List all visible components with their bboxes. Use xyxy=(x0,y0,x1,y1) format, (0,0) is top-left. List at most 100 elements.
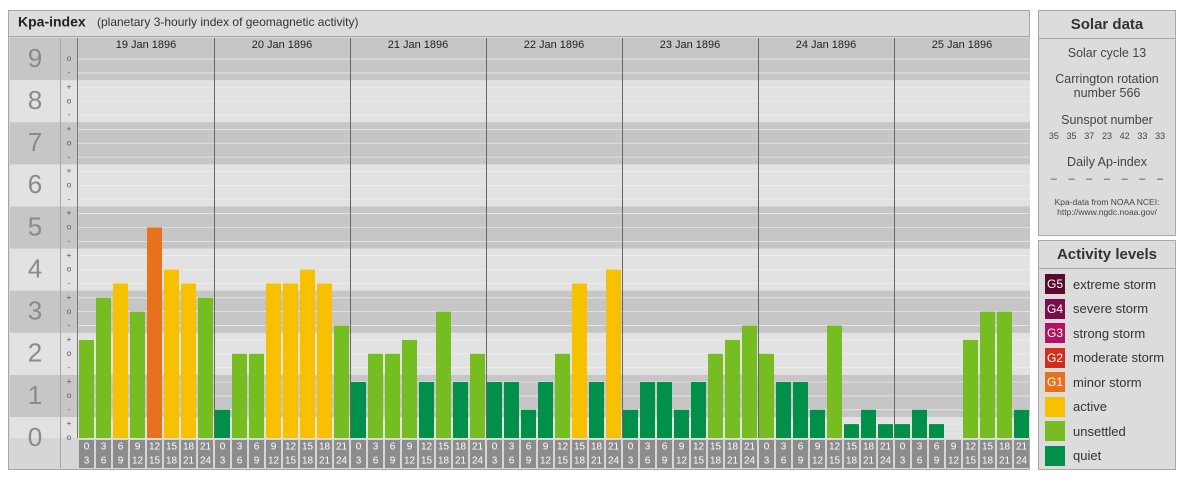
bar xyxy=(708,353,723,438)
x-tick-label: 9 xyxy=(526,456,532,467)
bar xyxy=(657,382,672,438)
x-tick-label: 0 xyxy=(84,442,90,453)
bar xyxy=(96,297,111,438)
y-tick-label: 8 xyxy=(28,85,42,115)
x-tick-label: 21 xyxy=(999,456,1011,467)
x-tick-label: 21 xyxy=(1016,442,1028,453)
legend-item: quiet xyxy=(1039,444,1175,469)
x-tick-cell xyxy=(113,440,128,468)
bar xyxy=(147,227,162,438)
legend: G5 extreme storm G4 severe storm G3 strong st… xyxy=(1039,269,1175,468)
bar xyxy=(861,409,876,438)
x-tick-label: 18 xyxy=(574,456,586,467)
x-tick-cell xyxy=(827,440,842,468)
x-tick-cell xyxy=(640,440,655,468)
legend-label: extreme storm xyxy=(1073,276,1157,292)
x-tick-label: 3 xyxy=(509,442,515,453)
x-tick-label: 9 xyxy=(118,456,124,467)
bar xyxy=(844,424,859,438)
bar xyxy=(283,283,298,438)
bar xyxy=(385,353,400,438)
x-tick-label: 18 xyxy=(302,456,314,467)
x-tick-label: 3 xyxy=(917,442,923,453)
bar xyxy=(232,353,247,438)
ap-value: – xyxy=(1139,173,1146,185)
legend-swatch: G4 xyxy=(1045,298,1065,319)
x-tick-label: 12 xyxy=(812,456,824,467)
legend-label: strong storm xyxy=(1073,325,1146,341)
x-tick-cell xyxy=(725,440,740,468)
x-tick-cell xyxy=(232,440,247,468)
x-tick-label: 18 xyxy=(982,456,994,467)
bar xyxy=(997,311,1012,438)
minor-tick-label: - xyxy=(68,68,71,77)
x-tick-label: 6 xyxy=(509,456,515,467)
x-tick-label: 12 xyxy=(693,442,705,453)
x-tick-cell xyxy=(96,440,111,468)
minor-tick-label: - xyxy=(68,321,71,330)
x-tick-cell xyxy=(759,440,774,468)
legend-item: G2 moderate storm xyxy=(1039,346,1175,371)
legend-item: G1 minor storm xyxy=(1039,370,1175,395)
legend-swatch xyxy=(1045,421,1065,442)
x-tick-cell xyxy=(844,440,859,468)
minor-tick-label: - xyxy=(68,110,71,119)
x-tick-label: 18 xyxy=(438,456,450,467)
bar xyxy=(555,353,570,438)
x-tick-cell xyxy=(470,440,485,468)
minor-tick-label: o xyxy=(67,433,72,442)
x-tick-cell xyxy=(79,440,94,468)
x-tick-label: 15 xyxy=(421,456,433,467)
x-tick-label: 3 xyxy=(356,456,362,467)
chart-title: Kpa-index xyxy=(18,14,86,30)
x-tick-cell xyxy=(436,440,451,468)
x-tick-cell xyxy=(487,440,502,468)
x-tick-cell xyxy=(708,440,723,468)
x-tick-label: 21 xyxy=(880,442,892,453)
x-tick-label: 15 xyxy=(302,442,314,453)
ap-value: – xyxy=(1103,173,1111,185)
x-tick-cell xyxy=(181,440,196,468)
x-tick-cell xyxy=(810,440,825,468)
minor-tick-label: - xyxy=(68,363,71,372)
day-label: 19 Jan 1896 xyxy=(116,39,177,51)
legend-item: G4 severe storm xyxy=(1039,297,1175,322)
x-tick-label: 15 xyxy=(149,456,161,467)
x-tick-label: 6 xyxy=(390,442,396,453)
x-tick-label: 12 xyxy=(132,456,144,467)
x-tick-label: 3 xyxy=(628,456,634,467)
bar xyxy=(912,409,927,438)
x-tick-label: 6 xyxy=(934,442,940,453)
x-tick-label: 6 xyxy=(917,456,923,467)
x-tick-cell xyxy=(198,440,213,468)
bar xyxy=(827,325,842,438)
x-tick-cell xyxy=(980,440,995,468)
x-tick-label: 15 xyxy=(438,442,450,453)
bar xyxy=(980,311,995,438)
x-tick-cell xyxy=(589,440,604,468)
x-tick-label: 6 xyxy=(101,456,107,467)
sunspot-value: 37 xyxy=(1084,131,1095,141)
day-label: 23 Jan 1896 xyxy=(660,39,721,51)
bar xyxy=(334,325,349,438)
x-tick-label: 9 xyxy=(815,442,821,453)
x-tick-label: 9 xyxy=(679,442,685,453)
minor-tick-label: o xyxy=(67,180,72,189)
bar xyxy=(742,325,757,438)
x-tick-label: 9 xyxy=(135,442,141,453)
y-tick-label: 6 xyxy=(28,169,42,199)
x-tick-label: 24 xyxy=(880,456,892,467)
bar xyxy=(351,382,366,438)
x-tick-label: 12 xyxy=(285,442,297,453)
solar-data-panel: Solar data Solar cycle 13 Carrington rot… xyxy=(1038,10,1176,236)
sunspot-title: Sunspot number xyxy=(1061,113,1153,127)
x-tick-cell xyxy=(538,440,553,468)
panel-title: Activity levels xyxy=(1039,241,1175,269)
bar xyxy=(521,409,536,438)
x-tick-cell xyxy=(555,440,570,468)
x-tick-cell xyxy=(419,440,434,468)
x-tick-label: 15 xyxy=(982,442,994,453)
x-tick-cell xyxy=(283,440,298,468)
x-tick-cell xyxy=(453,440,468,468)
minor-tick-label: o xyxy=(67,223,72,232)
